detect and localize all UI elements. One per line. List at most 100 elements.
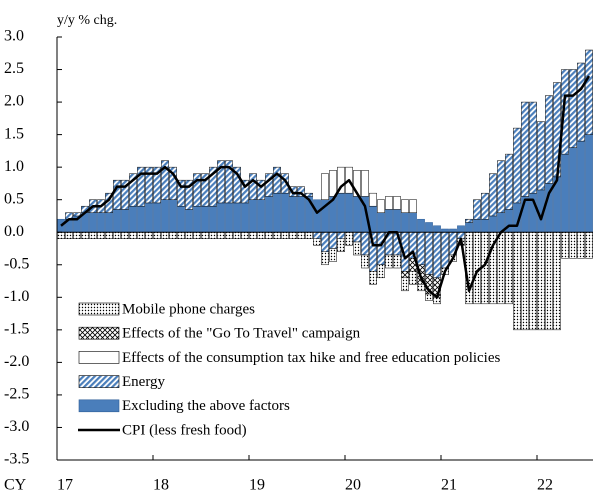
bar-segment [537, 231, 545, 331]
bar-segment [169, 199, 177, 233]
bar-segment [265, 196, 273, 233]
legend-swatch [78, 375, 120, 388]
bar-segment [161, 231, 169, 239]
legend-label: Effects of the "Go To Travel" campaign [122, 326, 361, 342]
bar-segment [193, 173, 201, 207]
bar-segment [425, 222, 433, 233]
bar-segment [585, 134, 593, 233]
bar-segment [321, 173, 329, 200]
bar-segment [433, 231, 441, 279]
bar-segment [177, 179, 185, 207]
bar-segment [273, 166, 281, 194]
bar-segment [561, 231, 569, 259]
bar-segment [305, 231, 313, 239]
bar-segment [337, 166, 345, 194]
bar-segment [337, 192, 345, 233]
legend-label: Excluding the above factors [122, 398, 290, 414]
bar-segment [537, 121, 545, 191]
y-tick-label: -3.5 [4, 451, 29, 468]
bar-segment [417, 284, 425, 292]
legend-label: Energy [122, 374, 166, 390]
x-tick-label: 22 [537, 477, 553, 494]
bar-segment [321, 231, 329, 253]
legend-label: Effects of the consumption tax hike and … [122, 350, 501, 366]
bar-segment [465, 218, 473, 223]
bar-segment [497, 231, 505, 305]
bar-segment [417, 218, 425, 233]
bar-segment [353, 241, 361, 256]
bar-segment [233, 166, 241, 204]
bar-segment [209, 166, 217, 207]
bar-segment [521, 101, 529, 197]
bar-segment [393, 254, 401, 269]
bar-segment [561, 153, 569, 233]
bar-segment [257, 179, 265, 200]
bar-segment [65, 231, 73, 239]
y-tick-label: 1.5 [4, 125, 24, 142]
bar-segment [185, 179, 193, 210]
bar-segment [281, 231, 289, 239]
bar-segment [553, 231, 561, 331]
bar-segment [585, 231, 593, 259]
y-tick-label: 2.5 [4, 60, 24, 77]
bar-segment [201, 231, 209, 239]
bar-segment [465, 222, 473, 233]
bar-segment [161, 199, 169, 233]
bar-segment [209, 231, 217, 239]
bar-segment [425, 293, 433, 301]
bar-segment [337, 231, 345, 239]
bar-segment [249, 199, 257, 233]
bar-segment [201, 205, 209, 233]
bar-segment [297, 196, 305, 233]
bar-segment [225, 160, 233, 204]
bar-segment [401, 199, 409, 213]
bar-segment [321, 251, 329, 266]
bar-segment [529, 101, 537, 194]
cpi-line [60, 75, 591, 299]
bar-segment [57, 231, 65, 239]
bar-segment [393, 209, 401, 233]
bar-segment [417, 231, 425, 266]
y-tick-label: 0.0 [4, 223, 24, 240]
bar-segment [161, 160, 169, 200]
x-tick-label: 17 [57, 477, 73, 494]
bar-segment [393, 196, 401, 210]
bar-segment [489, 173, 497, 217]
bar-segment [313, 238, 321, 246]
bar-segment [97, 212, 105, 233]
bar-segment [353, 170, 361, 197]
bar-segment [497, 160, 505, 213]
bar-segment [73, 231, 81, 239]
bar-segment [137, 231, 145, 239]
bar-segment [153, 202, 161, 233]
bar-segment [89, 212, 97, 233]
bar-segment [569, 231, 577, 259]
bar-segment [233, 231, 241, 239]
bar-segment [513, 127, 521, 204]
bar-segment [113, 231, 121, 239]
bar-segment [57, 218, 65, 233]
y-tick-label: -0.5 [4, 255, 29, 272]
bar-segment [201, 173, 209, 207]
bar-segment [193, 205, 201, 233]
bar-segment [513, 231, 521, 331]
bar-segment [345, 192, 353, 233]
bar-segment [577, 140, 585, 233]
bar-segment [505, 231, 513, 305]
bar-segment [545, 231, 553, 331]
bar-segment [329, 248, 337, 262]
y-axis-label: y/y % chg. [57, 13, 117, 28]
bar-segment [241, 231, 249, 239]
bar-segment [121, 231, 129, 239]
bar-segment [305, 192, 313, 197]
y-tick-label: 0.5 [4, 190, 24, 207]
bar-segment [121, 179, 129, 210]
x-axis-label: CY [4, 477, 27, 494]
bar-segment [345, 231, 353, 246]
bar-segment [177, 205, 185, 233]
bar-segment [401, 212, 409, 233]
y-tick-label: -1.5 [4, 321, 29, 338]
bar-segment [409, 271, 417, 285]
bar-segment [113, 179, 121, 210]
